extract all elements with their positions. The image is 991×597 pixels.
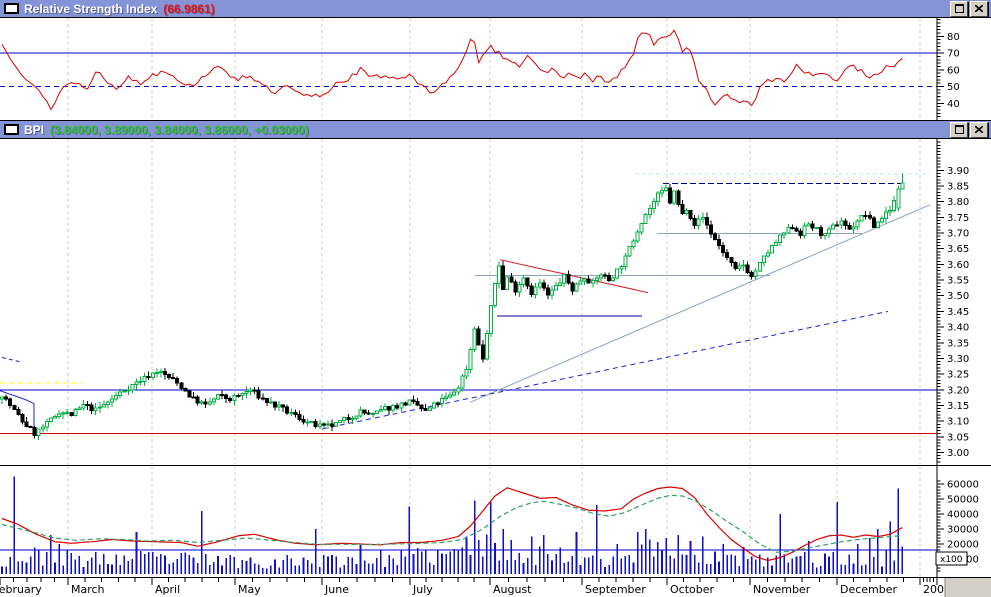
close-button[interactable] <box>970 121 988 138</box>
rsi-window-buttons <box>950 0 991 17</box>
svg-text:July: July <box>412 583 433 596</box>
svg-text:3.10: 3.10 <box>947 417 969 428</box>
svg-text:March: March <box>71 583 105 596</box>
rsi-title: Relative Strength Index <box>24 1 158 16</box>
svg-text:50000: 50000 <box>947 495 979 506</box>
svg-text:August: August <box>493 583 532 596</box>
svg-text:x100: x100 <box>940 555 963 565</box>
bpi-title: BPI <box>24 122 45 137</box>
svg-text:3.35: 3.35 <box>947 338 969 349</box>
indicator-box-icon[interactable] <box>4 3 19 14</box>
rsi-plot[interactable]: 80 70 60 50 40 <box>0 18 991 120</box>
rsi-plot-container: 80 70 60 50 40 <box>0 18 991 121</box>
svg-text:3.00: 3.00 <box>947 448 969 459</box>
volume-plot-container: 600005000040000300002000010000x100 <box>0 466 991 578</box>
maximize-button[interactable] <box>950 0 968 17</box>
indicator-box-icon[interactable] <box>4 124 19 135</box>
svg-text:200: 200 <box>923 583 944 596</box>
svg-text:3.40: 3.40 <box>947 323 969 334</box>
svg-text:3.80: 3.80 <box>947 197 969 208</box>
svg-text:20000: 20000 <box>947 540 979 551</box>
svg-text:3.15: 3.15 <box>947 401 969 412</box>
svg-text:3.50: 3.50 <box>947 291 969 302</box>
svg-text:80: 80 <box>947 32 960 43</box>
svg-text:November: November <box>753 583 811 596</box>
maximize-icon <box>954 125 964 134</box>
close-icon <box>975 126 983 133</box>
volume-plot[interactable]: 600005000040000300002000010000x100 <box>0 466 991 577</box>
svg-text:3.45: 3.45 <box>947 307 969 318</box>
svg-text:3.20: 3.20 <box>947 385 969 396</box>
bpi-plot-container: 3.90 3.85 3.80 3.75 3.70 3.65 3.60 3.55 3.50 3.45… <box>0 139 991 466</box>
svg-text:70: 70 <box>947 49 960 60</box>
svg-text:3.75: 3.75 <box>947 213 969 224</box>
svg-text:3.55: 3.55 <box>947 276 969 287</box>
rsi-value: (66.9861) <box>163 1 215 16</box>
svg-text:3.05: 3.05 <box>947 432 969 443</box>
bpi-value: (3.84000, 3.89000, 3.84000, 3.86000, +0.… <box>50 122 309 137</box>
bpi-plot[interactable]: 3.90 3.85 3.80 3.75 3.70 3.65 3.60 3.55 3.50 3.45… <box>0 139 991 465</box>
svg-text:October: October <box>670 583 714 596</box>
svg-text:February: February <box>0 583 42 596</box>
svg-text:50: 50 <box>947 82 960 93</box>
close-icon <box>975 5 983 12</box>
svg-text:40000: 40000 <box>947 510 979 521</box>
svg-text:3.70: 3.70 <box>947 229 969 240</box>
svg-text:40: 40 <box>947 99 960 110</box>
svg-text:September: September <box>585 583 646 596</box>
svg-text:June: June <box>324 583 349 596</box>
bpi-titlebar[interactable]: BPI (3.84000, 3.89000, 3.84000, 3.86000,… <box>0 121 991 139</box>
svg-text:3.25: 3.25 <box>947 370 969 381</box>
svg-text:30000: 30000 <box>947 525 979 536</box>
svg-text:April: April <box>155 583 180 596</box>
svg-text:May: May <box>238 583 261 596</box>
svg-text:December: December <box>840 583 898 596</box>
rsi-titlebar[interactable]: Relative Strength Index (66.9861) <box>0 0 991 18</box>
svg-text:3.85: 3.85 <box>947 182 969 193</box>
svg-text:3.60: 3.60 <box>947 260 969 271</box>
bpi-window-buttons <box>950 121 991 138</box>
x-axis: February March April May June July August Septe… <box>0 578 991 597</box>
close-button[interactable] <box>970 0 988 17</box>
x-axis-canvas: February March April May June July August Septe… <box>0 578 991 597</box>
maximize-button[interactable] <box>950 121 968 138</box>
maximize-icon <box>954 4 964 13</box>
svg-text:3.65: 3.65 <box>947 244 969 255</box>
svg-text:3.30: 3.30 <box>947 354 969 365</box>
svg-text:60000: 60000 <box>947 480 979 491</box>
svg-text:60: 60 <box>947 65 960 76</box>
svg-text:3.90: 3.90 <box>947 166 969 177</box>
